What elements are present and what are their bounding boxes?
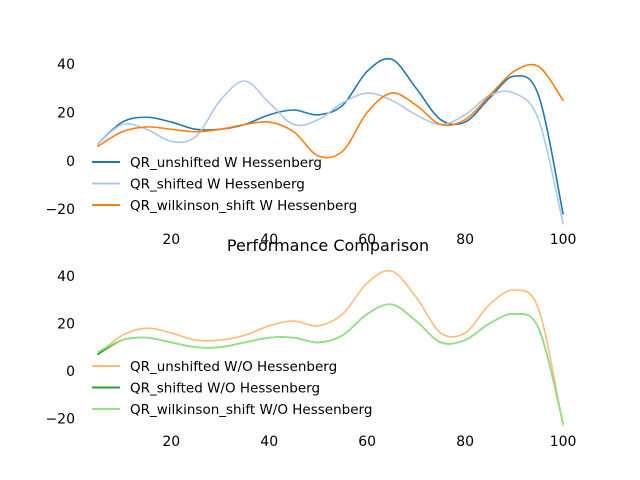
legend-label: QR_wilkinson_shift W Hessenberg [130,198,357,214]
x-tick-label: 80 [456,232,474,248]
y-tick-label: 40 [57,269,75,285]
x-tick-label: 20 [162,232,180,248]
x-tick-label: 80 [456,434,474,450]
y-tick-label: −20 [45,202,75,218]
chart-legend: QR_unshifted W Hessenberg QR_shifted W He… [92,155,357,214]
legend-label: QR_shifted W Hessenberg [130,177,305,193]
x-tick-label: 40 [260,232,278,248]
x-tick-label: 100 [550,232,577,248]
x-tick-label: 100 [550,434,577,450]
x-tick-label: 20 [162,434,180,450]
x-tick-label: 40 [260,434,278,450]
y-tick-label: 20 [57,105,75,121]
y-tick-label: −20 [45,411,75,427]
legend-label: QR_wilkinson_shift W/O Hessenberg [130,402,372,418]
legend-label: QR_unshifted W Hessenberg [130,155,322,171]
series-line [97,303,564,425]
series-line [97,269,564,427]
bottom-chart-panel: Performance Comparison 20 40 60 80 100 40 20 0 −2… [45,236,576,450]
chart-legend: QR_unshifted W/O Hessenberg QR_shifted W/… [92,359,372,418]
series-line [97,63,564,159]
series-line [97,57,564,215]
y-tick-label: 40 [57,57,75,73]
legend-label: QR_unshifted W/O Hessenberg [130,359,337,375]
x-tick-label: 60 [358,232,376,248]
y-tick-label: 0 [66,364,75,380]
legend-label: QR_shifted W/O Hessenberg [130,381,320,397]
y-tick-label: 0 [66,154,75,170]
x-tick-label: 60 [358,434,376,450]
y-tick-label: 20 [57,316,75,332]
chart-title: Performance Comparison [227,236,429,255]
top-chart-panel: 20 40 60 80 100 40 20 0 −20 QR_unshifted W Hessen… [45,57,576,248]
